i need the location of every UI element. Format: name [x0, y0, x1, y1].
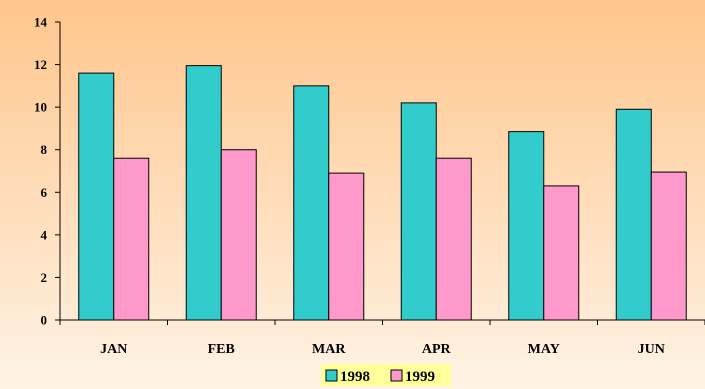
- bar-1998-jun: [615, 108, 652, 321]
- y-tick-label: 12: [34, 57, 47, 72]
- bar-1998-may: [508, 131, 545, 321]
- x-category-label: APR: [422, 342, 452, 357]
- bar-1998-jan: [78, 72, 115, 321]
- legend-swatch-1999: [390, 369, 403, 382]
- legend[interactable]: 1998 1999: [321, 364, 451, 386]
- legend-label-1998: 1998: [340, 369, 370, 385]
- y-tick-label: 2: [41, 270, 48, 285]
- x-category-label: MAY: [528, 342, 560, 357]
- bar-1999-feb: [220, 149, 257, 321]
- bar-1999-jan: [113, 157, 150, 321]
- y-tick-label: 4: [41, 227, 48, 242]
- y-tick-label: 6: [41, 185, 48, 200]
- bar-1998-mar: [293, 85, 330, 321]
- bar-1999-apr: [435, 157, 472, 321]
- y-tick-label: 10: [34, 100, 47, 115]
- x-axis: JAN FEB MAR APR MAY JUN: [59, 319, 705, 357]
- bar-1999-jun: [650, 171, 687, 321]
- y-axis: 0 2 4 6 8 10 12 14: [34, 15, 61, 328]
- legend-swatch-1998: [325, 369, 338, 382]
- bar-1999-may: [543, 185, 580, 321]
- x-category-label: MAR: [312, 342, 346, 357]
- x-category-label: FEB: [208, 342, 235, 357]
- x-category-label: JUN: [638, 342, 665, 357]
- y-tick-label: 14: [34, 15, 48, 30]
- legend-box: [321, 364, 451, 386]
- legend-label-1999: 1999: [405, 369, 435, 385]
- bar-1998-apr: [400, 102, 437, 321]
- y-tick-label: 8: [41, 142, 48, 157]
- bar-1999-mar: [328, 172, 365, 321]
- bars: [78, 65, 687, 321]
- bar-1998-feb: [185, 65, 222, 321]
- x-category-label: JAN: [100, 342, 127, 357]
- y-tick-label: 0: [41, 313, 48, 328]
